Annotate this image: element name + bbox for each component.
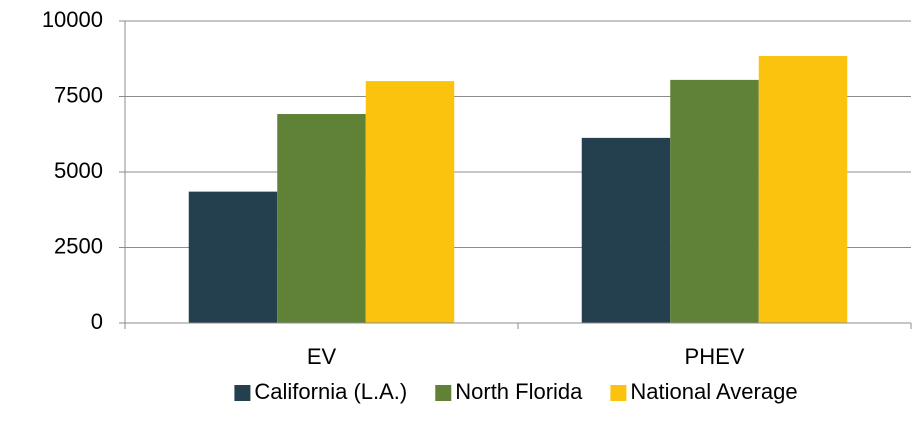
bar xyxy=(365,81,455,324)
y-tick-label: 10000 xyxy=(42,7,103,32)
legend-label: California (L.A.) xyxy=(254,379,407,404)
legend-label: National Average xyxy=(630,379,797,404)
x-tick-label: EV xyxy=(307,344,337,369)
legend-label: North Florida xyxy=(455,379,583,404)
legend-swatch xyxy=(234,385,251,401)
bar xyxy=(670,79,759,323)
bar xyxy=(758,56,848,323)
x-tick-label: PHEV xyxy=(685,344,745,369)
y-tick-label: 7500 xyxy=(54,82,103,107)
bar xyxy=(188,191,278,323)
legend-swatch xyxy=(610,385,627,401)
y-tick-label: 0 xyxy=(91,309,103,334)
y-tick-label: 2500 xyxy=(54,233,103,258)
bar xyxy=(277,114,366,324)
legend-swatch xyxy=(435,385,452,401)
y-tick-label: 5000 xyxy=(54,158,103,183)
bar xyxy=(581,137,671,323)
